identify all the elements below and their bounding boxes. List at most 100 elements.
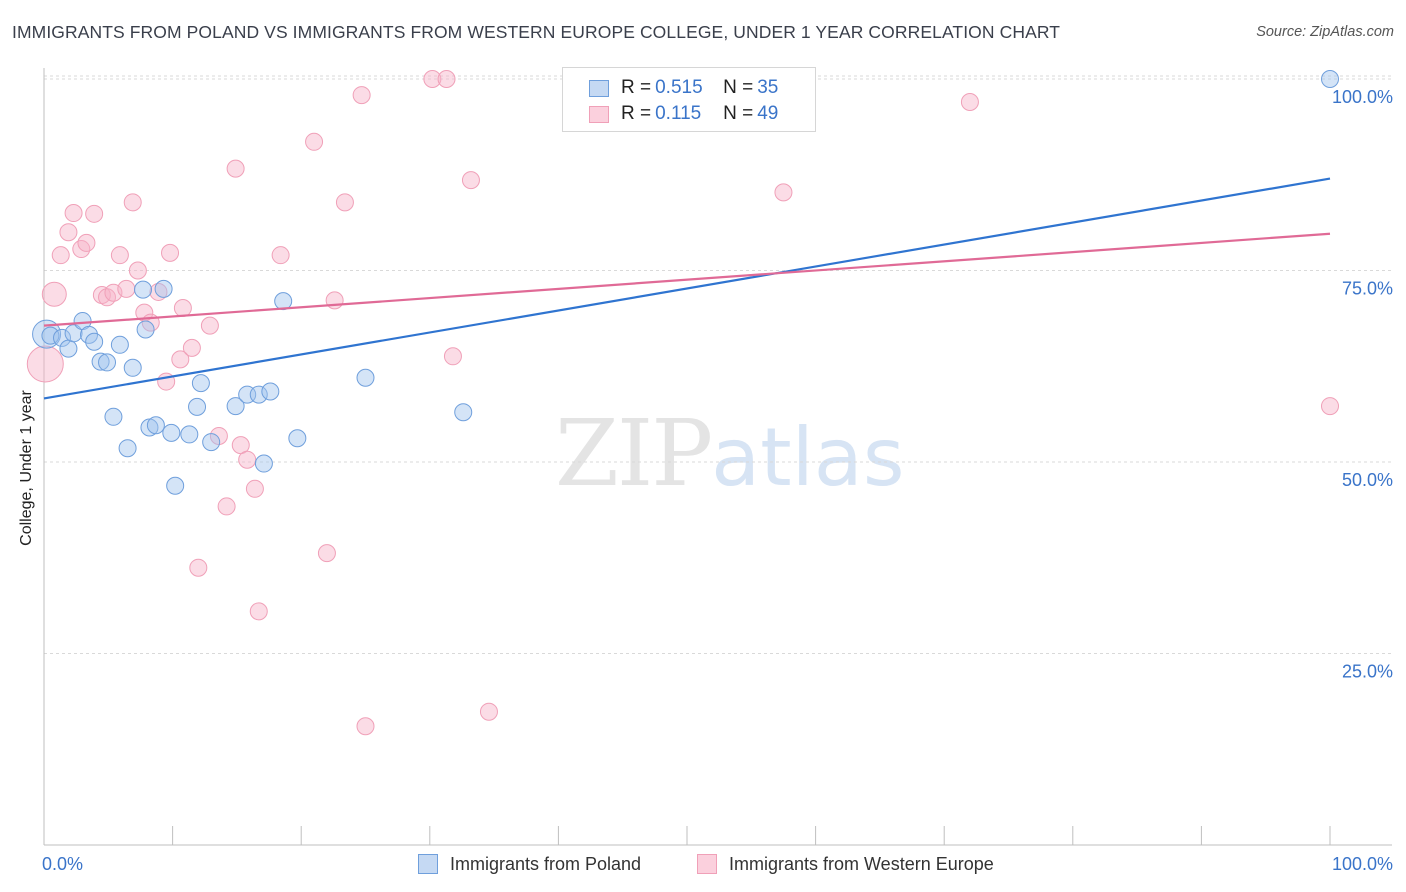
watermark-zip: ZIP	[555, 400, 713, 507]
western-point	[128, 261, 147, 280]
y-tick-label: 50.0%	[1342, 470, 1393, 490]
western-point	[77, 233, 96, 252]
poland-point	[180, 425, 199, 444]
poland-point	[146, 416, 165, 435]
poland-point	[59, 339, 78, 358]
legend-label-poland: Immigrants from Poland	[450, 853, 642, 874]
poland-point	[98, 353, 117, 372]
poland-legend-swatch	[418, 854, 438, 874]
western-point	[85, 204, 104, 223]
western-point	[110, 246, 129, 265]
western-point	[226, 159, 245, 178]
poland-point	[261, 382, 280, 401]
poland-point	[91, 352, 110, 371]
r-value-poland: 0.515	[655, 77, 703, 98]
n-value-western: 49	[757, 103, 779, 124]
western-point	[64, 204, 83, 223]
stats-legend: R = 0.515 N = 35 R = 0.115 N = 49	[562, 67, 816, 132]
poland-point	[162, 423, 181, 442]
y-tick-label: 75.0%	[1342, 279, 1393, 299]
western-point	[423, 70, 442, 88]
western-point	[189, 558, 208, 577]
western-point	[161, 243, 180, 262]
poland-point	[53, 328, 72, 347]
poland-point	[249, 385, 268, 404]
stats-row-western: R = 0.115 N = 49	[563, 101, 778, 127]
series-poland	[32, 70, 1339, 495]
x-tick-label-max: 100.0%	[1332, 854, 1393, 874]
x-tick-label-min: 0.0%	[42, 854, 83, 874]
watermark: ZIPatlas	[555, 400, 905, 507]
poland-point	[226, 397, 245, 416]
western-point	[59, 223, 78, 242]
western-point	[335, 193, 354, 212]
poland-point	[32, 319, 62, 349]
western-point	[960, 92, 979, 111]
western-point	[774, 183, 793, 202]
western-point	[1321, 397, 1339, 416]
western-point	[217, 497, 236, 516]
trend-lines	[43, 177, 1331, 400]
western-point	[443, 347, 462, 366]
western-point	[182, 338, 201, 357]
poland-point	[134, 280, 153, 299]
poland-point	[123, 358, 142, 377]
n-value-poland: 35	[757, 77, 779, 98]
western-point	[245, 479, 264, 498]
stats-row-poland: R = 0.515 N = 35	[563, 75, 778, 101]
western-point	[305, 132, 324, 151]
western-point	[72, 240, 91, 259]
legend-item-poland[interactable]: Immigrants from Poland	[418, 851, 641, 877]
western-point	[123, 193, 142, 212]
source-credit: Source: ZipAtlas.com	[1256, 24, 1394, 40]
western-point	[51, 246, 70, 265]
poland-point	[118, 439, 137, 458]
western-legend-swatch	[697, 854, 717, 874]
western-point	[41, 281, 67, 307]
watermark-atlas: atlas	[711, 411, 905, 504]
western-point	[479, 702, 498, 721]
poland-point	[104, 407, 123, 426]
poland-point	[254, 454, 273, 473]
poland-point	[136, 320, 155, 339]
tick-labels: 100.0% 75.0% 50.0% 25.0% 0.0% 100.0%	[42, 87, 1393, 874]
poland-point	[166, 476, 185, 495]
poland-point	[191, 374, 210, 393]
western-point	[149, 282, 168, 301]
r-value-western: 0.115	[655, 103, 702, 124]
western-point	[249, 602, 268, 621]
trend-line-western	[43, 232, 1331, 327]
poland-point	[64, 324, 83, 343]
western-point	[271, 246, 290, 265]
western-point	[200, 316, 219, 335]
r-label: R =	[621, 77, 652, 98]
legend-item-western[interactable]: Immigrants from Western Europe	[697, 851, 994, 877]
western-point	[238, 450, 257, 469]
poland-point	[188, 397, 207, 416]
y-tick-label: 100.0%	[1332, 87, 1393, 107]
y-tick-label: 25.0%	[1342, 662, 1393, 682]
western-point	[26, 345, 64, 383]
trend-line-poland	[43, 177, 1331, 400]
western-point	[437, 70, 456, 88]
r-label: R =	[621, 103, 652, 124]
western-point	[171, 350, 190, 369]
western-swatch	[589, 105, 609, 123]
western-point	[352, 86, 371, 105]
n-label: N =	[723, 103, 754, 124]
poland-point	[454, 403, 473, 422]
n-label: N =	[723, 77, 754, 98]
western-point	[356, 717, 375, 736]
western-point	[117, 279, 136, 298]
poland-point	[41, 326, 60, 345]
poland-point	[154, 279, 173, 298]
poland-point	[288, 429, 307, 448]
legend-label-western: Immigrants from Western Europe	[729, 853, 994, 874]
y-axis-label: College, Under 1 year	[18, 390, 35, 546]
western-point	[173, 299, 192, 318]
series-western-europe	[26, 70, 1339, 736]
poland-point	[85, 332, 104, 351]
chart-title: IMMIGRANTS FROM POLAND VS IMMIGRANTS FRO…	[12, 22, 1061, 42]
poland-point	[1321, 70, 1339, 88]
